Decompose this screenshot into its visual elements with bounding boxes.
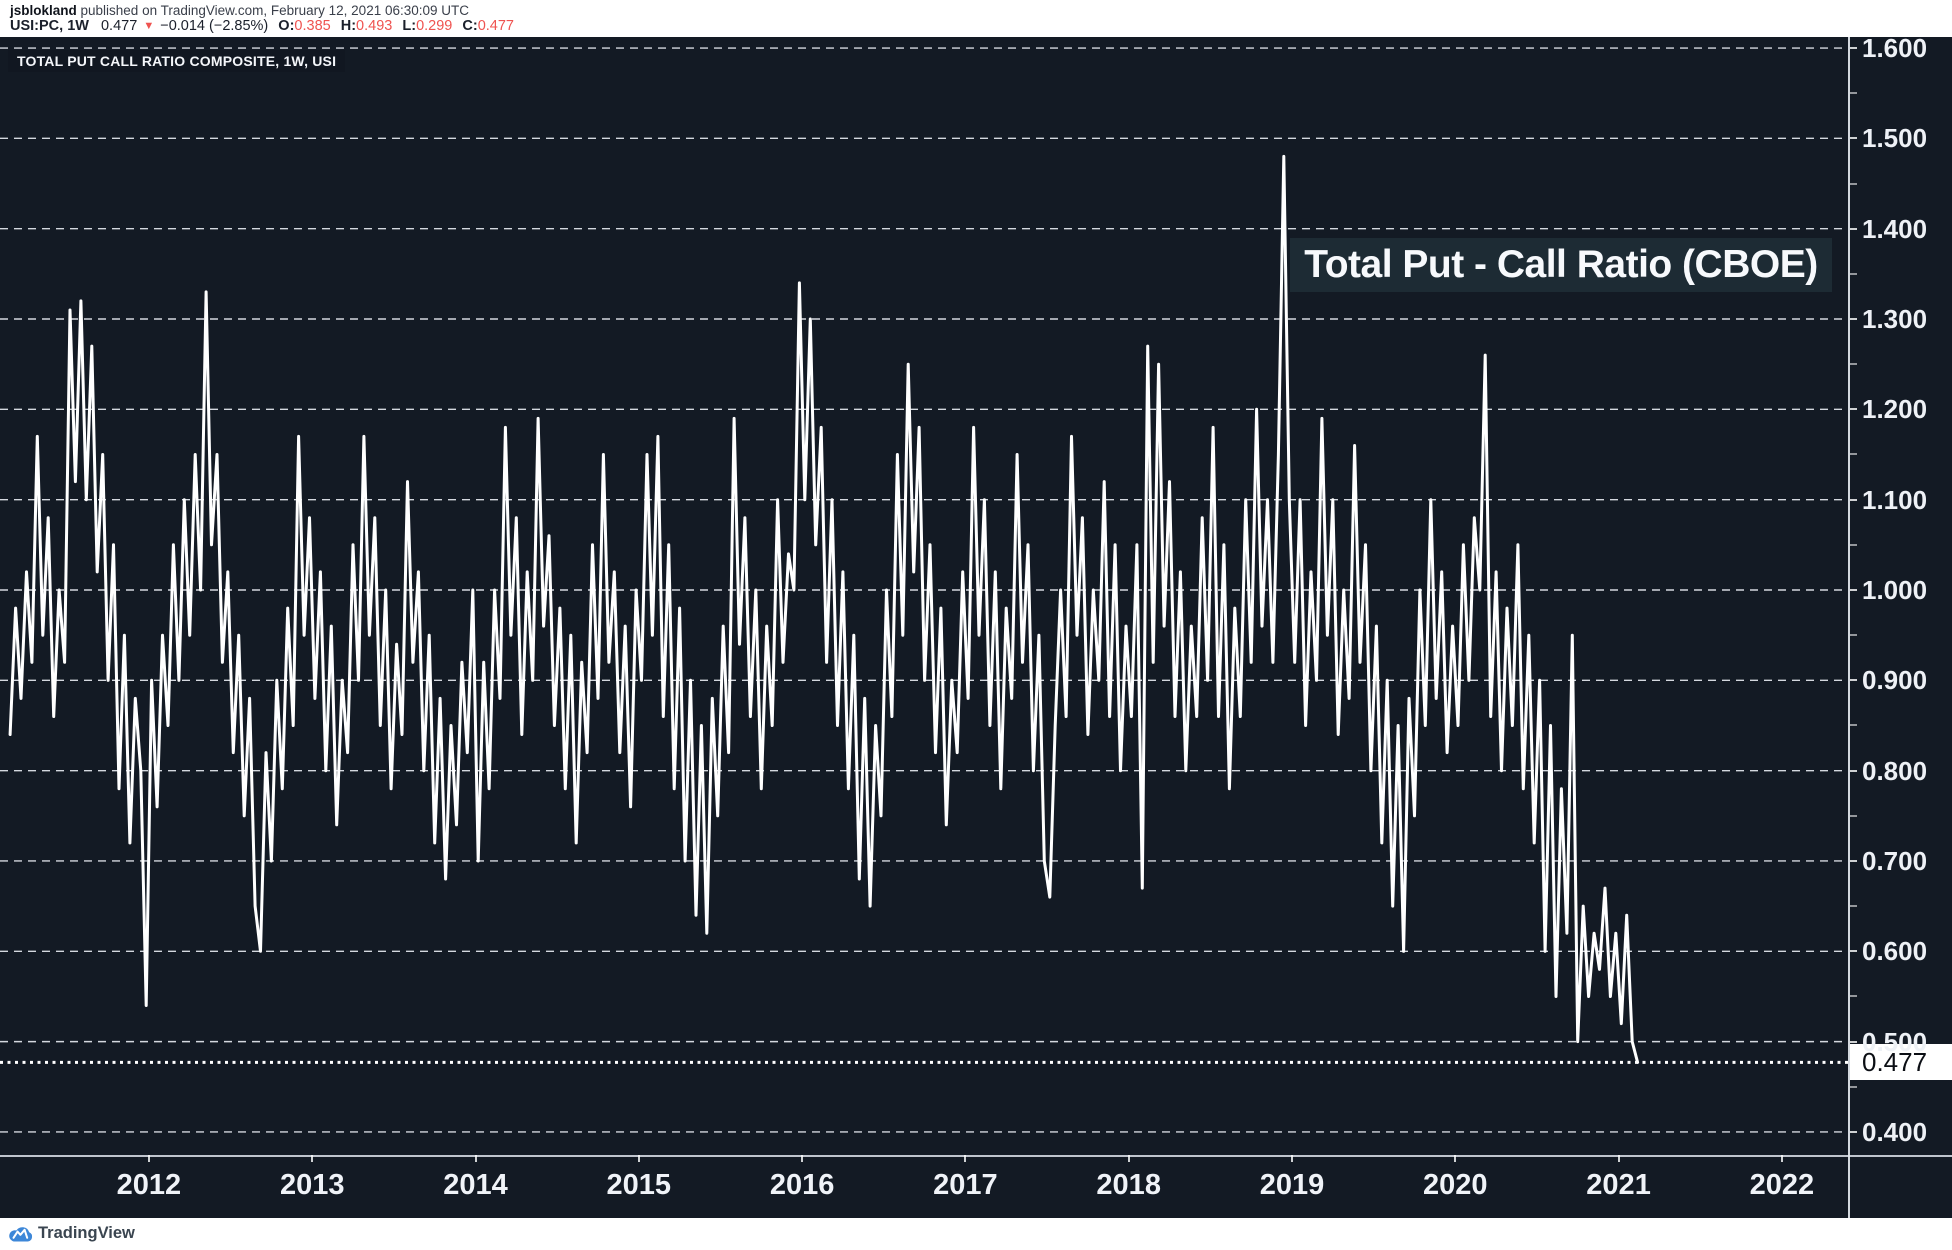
series-legend: TOTAL PUT CALL RATIO COMPOSITE, 1W, USI [8, 50, 346, 72]
x-axis-label: 2017 [933, 1169, 998, 1201]
brand-name: TradingView [38, 1224, 135, 1242]
y-axis-tick [1850, 995, 1857, 998]
y-axis-tick [1850, 814, 1857, 817]
y-axis-tick [1850, 588, 1857, 591]
x-axis-label: 2018 [1096, 1169, 1161, 1201]
y-axis-label: 1.500 [1862, 123, 1928, 154]
change-value: −0.014 (−2.85%) [160, 18, 269, 34]
x-axis-tick [1780, 1155, 1783, 1162]
x-axis-label: 2020 [1423, 1169, 1488, 1201]
time-axis-separator [0, 1155, 1952, 1157]
y-axis-tick [1850, 1085, 1857, 1088]
y-axis-tick [1850, 679, 1857, 682]
y-axis-label: 0.900 [1862, 665, 1928, 696]
y-axis-label: 0.500 [1862, 1026, 1928, 1057]
y-axis-tick [1850, 1040, 1857, 1043]
x-axis-label: 2016 [769, 1169, 835, 1201]
symbol-label: USI:PC, 1W [10, 18, 89, 34]
series-line[interactable] [8, 154, 1640, 1064]
chart-title-overlay: Total Put - Call Ratio (CBOE) [1290, 238, 1832, 292]
price-axis[interactable]: 0.477 1.600 1.500 1.400 1.300 1.200 1.100 1.00… [1850, 33, 1952, 1155]
x-axis-label: 2019 [1259, 1169, 1325, 1201]
y-axis-tick [1850, 905, 1857, 908]
author-name: jsblokland [10, 3, 77, 18]
x-axis-label: 2022 [1749, 1169, 1815, 1201]
x-axis-label: 2013 [279, 1169, 345, 1201]
symbol-line: USI:PC, 1W 0.477 ▼ −0.014 (−2.85%) O:0.3… [10, 18, 514, 34]
x-axis-label: 2014 [443, 1169, 508, 1201]
y-axis-tick [1850, 1130, 1857, 1133]
open-value: 0.385 [294, 18, 331, 34]
header-bar: jsblokland published on TradingView.com,… [0, 0, 1952, 37]
y-axis-label: 1.100 [1862, 484, 1928, 515]
time-axis[interactable]: 2012 2013 2014 2015 2016 2017 2018 2019 2020 2021… [0, 1155, 1848, 1218]
x-axis-label: 2012 [116, 1169, 182, 1201]
y-axis-label: 1.600 [1862, 33, 1928, 64]
y-axis-label: 0.400 [1862, 1116, 1928, 1147]
y-axis-tick [1850, 950, 1857, 953]
high-value: 0.493 [356, 18, 393, 34]
x-axis-tick [637, 1155, 640, 1162]
y-axis-tick [1850, 543, 1857, 546]
y-axis-label: 0.800 [1862, 755, 1928, 786]
y-axis-label: 1.200 [1862, 394, 1928, 425]
publish-line: jsblokland published on TradingView.com,… [10, 3, 469, 18]
y-axis-tick [1850, 453, 1857, 456]
y-axis-tick [1850, 318, 1857, 320]
y-axis-tick [1850, 363, 1857, 366]
close-value: 0.477 [477, 18, 514, 34]
price-axis-separator [1848, 37, 1850, 1218]
y-axis-tick [1850, 92, 1857, 95]
x-axis-tick [1290, 1155, 1293, 1162]
x-axis-tick [801, 1155, 804, 1162]
open-label: O: [278, 18, 295, 34]
low-label: L: [402, 18, 417, 34]
y-axis-tick [1850, 724, 1857, 727]
high-label: H: [340, 18, 357, 34]
y-axis-tick [1850, 272, 1857, 275]
x-axis-tick [964, 1155, 967, 1162]
footer-bar: TradingView [0, 1218, 1952, 1250]
low-value: 0.299 [416, 18, 453, 34]
y-axis-tick [1850, 137, 1857, 140]
x-axis-tick [474, 1155, 477, 1162]
y-axis-tick [1850, 182, 1857, 185]
tradingview-logo-icon[interactable] [8, 1225, 34, 1243]
y-axis-tick [1850, 498, 1857, 501]
x-axis-tick [1454, 1155, 1457, 1162]
publish-info: published on TradingView.com, February 1… [76, 3, 470, 18]
y-axis-tick [1850, 408, 1857, 411]
x-axis-tick [1617, 1155, 1620, 1162]
y-axis-label: 1.400 [1862, 213, 1928, 244]
y-axis-tick [1850, 769, 1857, 772]
x-axis-tick [311, 1155, 314, 1162]
y-axis-tick [1850, 227, 1857, 230]
down-triangle-icon: ▼ [143, 20, 155, 32]
plot-svg[interactable] [0, 37, 1848, 1155]
x-axis-label: 2015 [606, 1169, 672, 1201]
last-price-axis-label: 0.477 [1850, 1044, 1952, 1080]
y-axis-tick [1850, 47, 1857, 50]
chart-container[interactable]: TOTAL PUT CALL RATIO COMPOSITE, 1W, USI … [0, 33, 1952, 1218]
y-axis-tick [1850, 634, 1857, 637]
x-axis-label: 2021 [1586, 1169, 1651, 1201]
y-axis-label: 1.000 [1862, 574, 1928, 605]
x-axis-tick [147, 1155, 150, 1162]
y-axis-label: 0.600 [1862, 936, 1928, 967]
x-axis-tick [1127, 1155, 1130, 1162]
y-axis-label: 0.700 [1862, 845, 1928, 876]
y-axis-tick [1850, 859, 1857, 862]
close-label: C: [462, 18, 478, 34]
y-axis-label: 1.300 [1862, 304, 1928, 334]
last-price: 0.477 [100, 18, 138, 34]
